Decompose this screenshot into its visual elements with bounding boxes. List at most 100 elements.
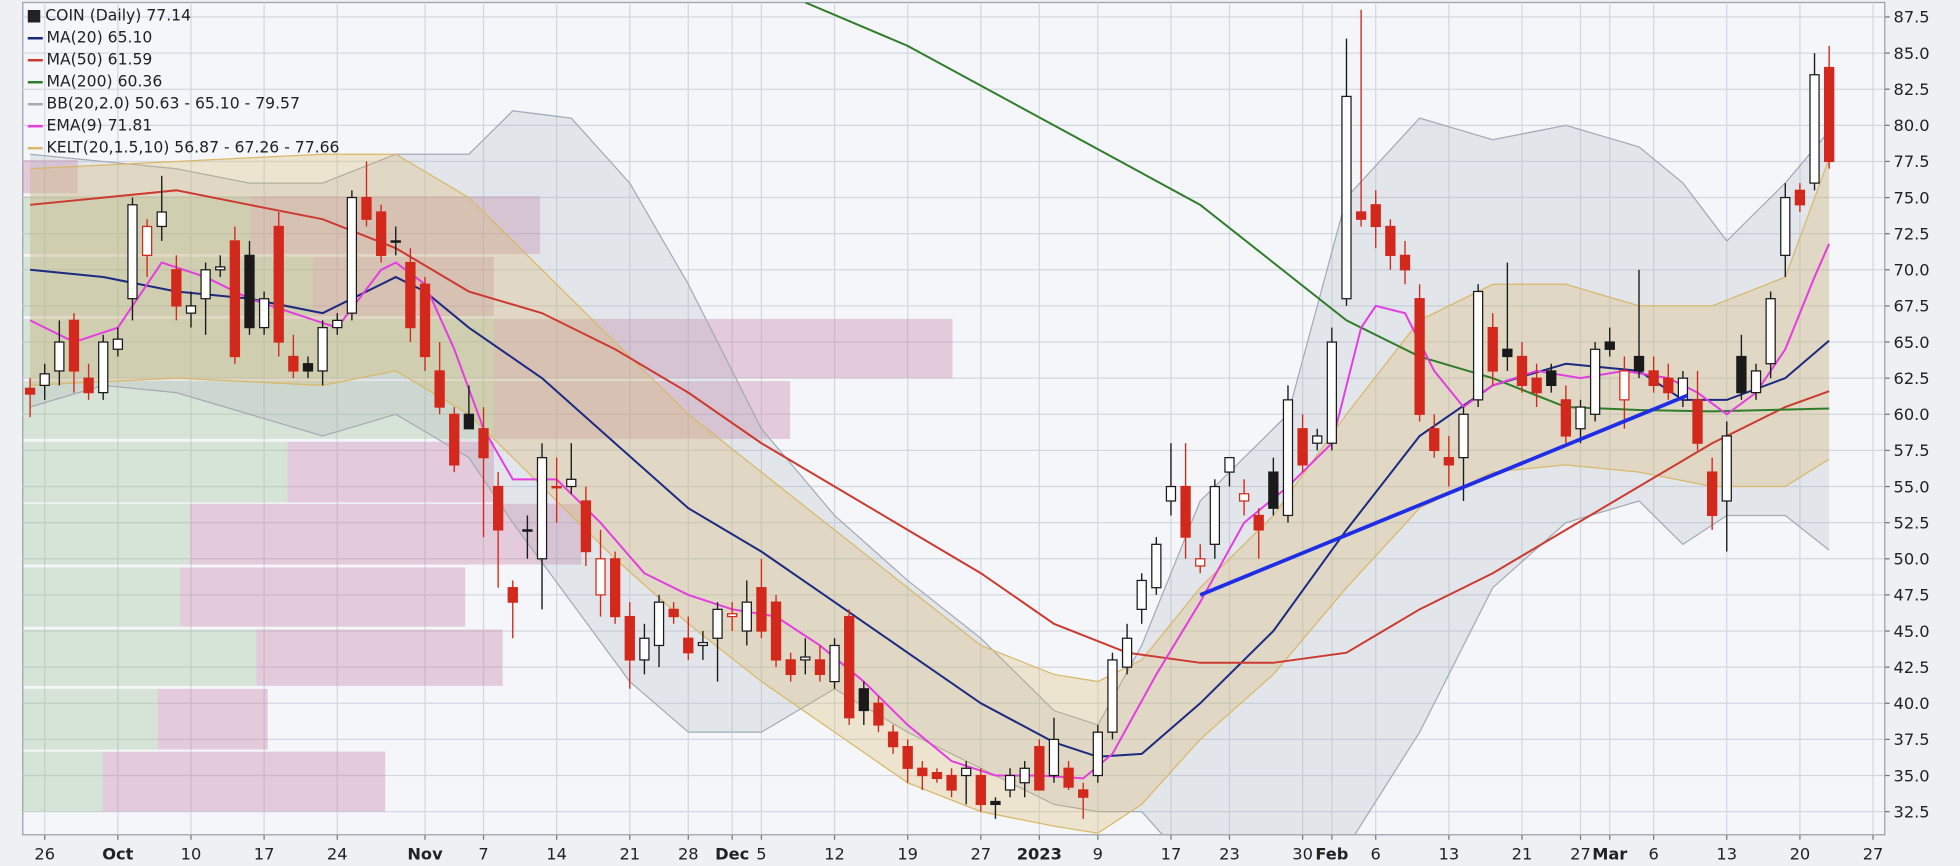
volume-down-bar [190,503,582,565]
candle-body [200,269,211,300]
x-tick-label: Feb [1315,844,1348,863]
candle-body [1560,399,1572,437]
candle-body [1238,493,1250,502]
y-tick-label: 72.5 [1893,224,1929,243]
candle-body [1633,355,1645,372]
volume-down-bar [312,256,494,317]
candle-body [463,413,475,430]
candle-body [1048,738,1060,777]
candle-body [1034,745,1045,791]
x-tick-label: 6 [1648,844,1658,863]
candle-body [98,341,109,394]
candle-body [405,261,416,329]
candle-body [858,688,869,712]
candle-body [551,485,562,489]
candle-body [112,338,124,350]
candle-body [1604,341,1615,350]
candle-body [507,587,518,603]
candle-body [288,355,299,372]
x-tick-label: 27 [1570,844,1591,863]
candle-body [1399,254,1411,271]
x-tick-label: Mar [1592,844,1627,863]
candle-body [756,587,767,632]
candle-body [1253,514,1264,531]
candle-body [902,745,913,769]
band-upper [30,153,1830,683]
candle-body [1019,767,1030,784]
candle-body [1136,579,1147,610]
candle-body [1706,471,1718,517]
candle-body [814,659,826,676]
x-tick-label: 6 [1371,844,1381,863]
candle-body [1663,377,1674,394]
volume-up-bar [22,441,288,503]
candle-body [1575,406,1586,430]
candle-body [332,319,343,329]
candle-body [887,731,899,748]
candle-body [697,641,709,647]
grid [22,2,1885,835]
legend-label: MA(200) 60.36 [47,73,163,91]
candle-body [917,767,928,777]
candle-body [156,211,167,228]
candle-body [1458,413,1469,459]
candle-body [215,266,226,271]
candle-body [258,298,270,329]
y-tick-label: 32.5 [1893,802,1929,821]
candle-body [1692,399,1703,444]
y-tick-label: 55.0 [1893,477,1929,496]
candle-body [185,305,197,314]
candle-body [1721,435,1732,502]
candle-body [54,341,65,372]
band-area [30,154,1830,834]
candle-body [1809,74,1820,184]
candle-body [990,800,1001,806]
y-tick-label: 35.0 [1893,766,1929,785]
candle-body [478,428,489,459]
candle-body [1429,428,1440,452]
indicator-line [30,189,1830,664]
candle-body [1531,377,1542,394]
candle-body [1151,543,1162,589]
candle-body [1355,211,1367,220]
x-tick-label: 17 [254,844,275,863]
candle-body [127,204,138,300]
volume-down-bar [157,688,268,750]
x-tick-label: 19 [897,844,918,863]
y-tick-label: 60.0 [1893,405,1929,424]
y-tick-label: 77.5 [1893,152,1929,171]
band-upper [30,110,1830,726]
candle-body [1121,637,1133,668]
y-tick-label: 67.5 [1893,297,1929,316]
candle-body [24,387,36,395]
candle-body [141,225,153,256]
candle-body [1209,485,1221,545]
x-tick-label: 13 [1439,844,1460,863]
x-tick-label: 5 [756,844,766,863]
y-tick-label: 52.5 [1893,513,1929,532]
candle-body [317,326,328,372]
volume-down-bar [493,318,953,379]
candle-body [68,319,80,372]
candle-body [536,457,548,560]
x-tick-label: 17 [1161,844,1182,863]
y-tick-label: 45.0 [1893,622,1929,641]
candle-body [1297,428,1308,466]
candle-body [770,601,782,661]
candle-body [1487,326,1498,372]
y-tick-label: 37.5 [1893,730,1929,749]
x-tick-label: 7 [478,844,488,863]
candle-body [1107,659,1118,733]
candle-body [683,637,694,654]
candle-body [1195,558,1206,567]
y-tick-label: 65.0 [1893,333,1929,352]
x-tick-label: 2023 [1017,844,1062,863]
candle-body [727,613,738,618]
y-tick-label: 85.0 [1893,44,1929,63]
candle-body [83,377,94,394]
candle-body [1736,355,1747,394]
x-tick-label: 12 [824,844,845,863]
candle-body [639,637,650,661]
y-tick-label: 40.0 [1893,694,1929,713]
x-tick-label: Nov [407,844,443,863]
